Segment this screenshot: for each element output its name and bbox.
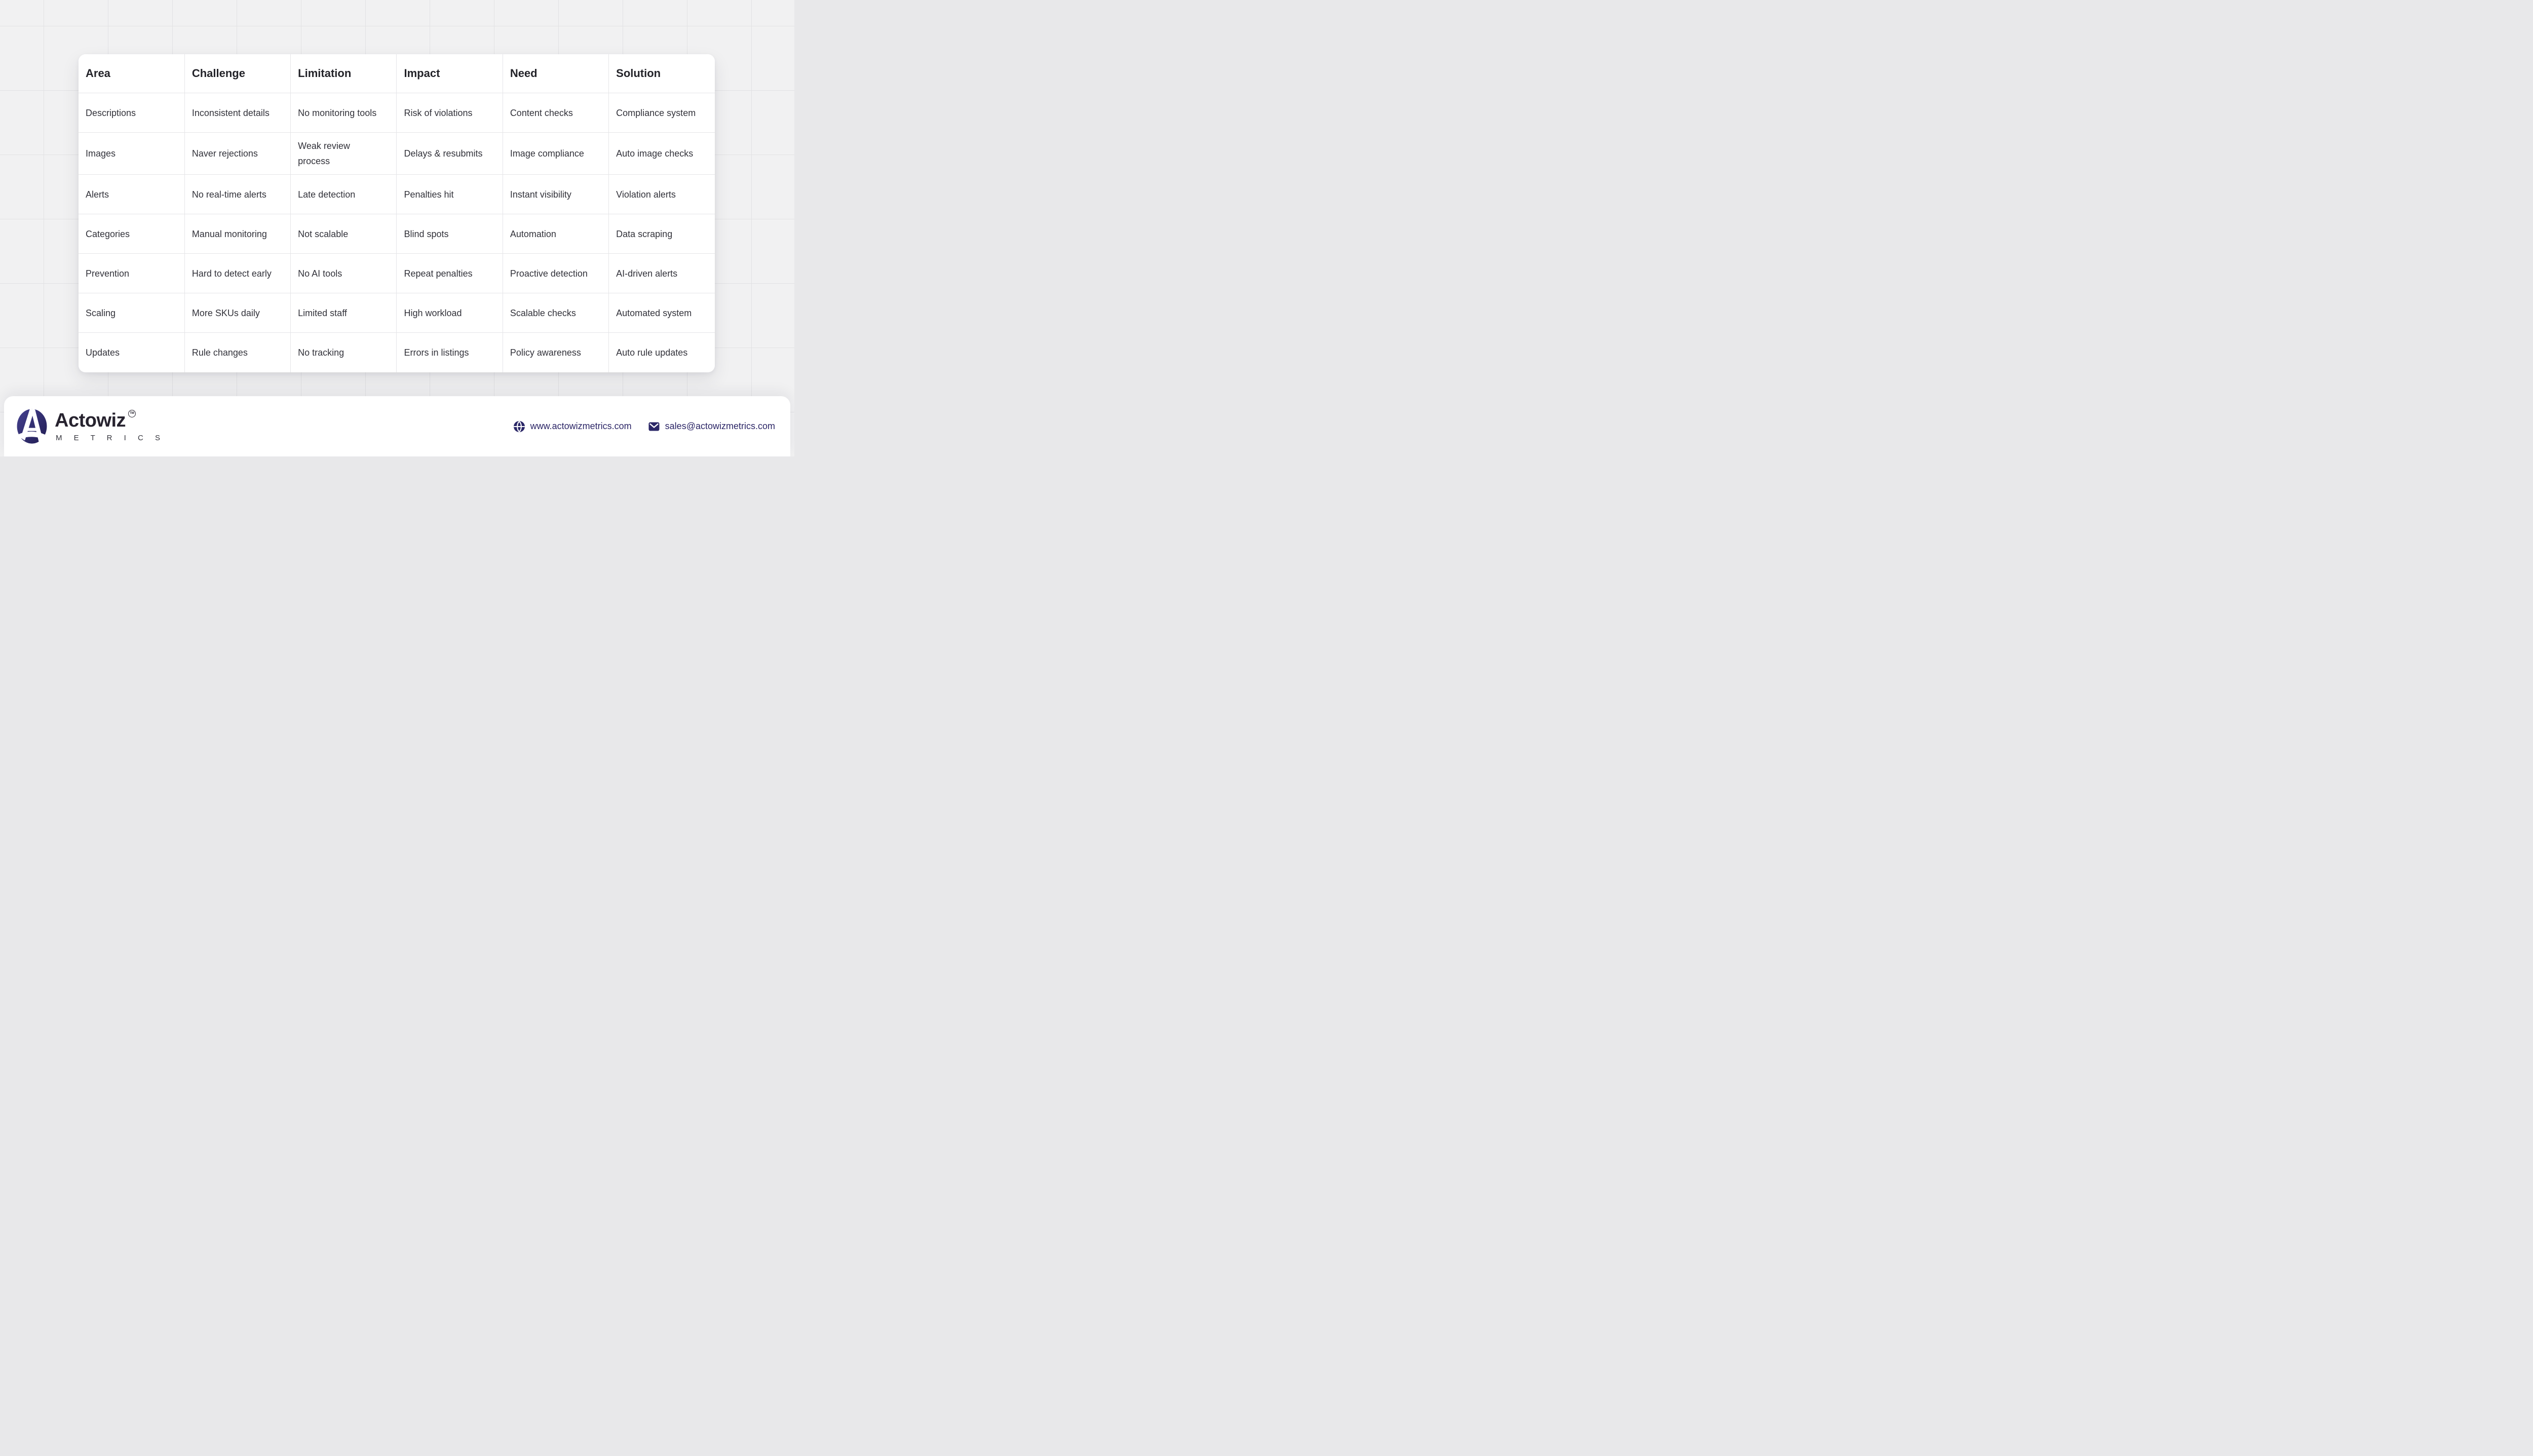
table-cell: Prevention bbox=[79, 253, 185, 294]
table-row-prevention: Prevention Hard to detect early No AI to… bbox=[79, 253, 715, 294]
column-header-challenge: Challenge bbox=[184, 54, 291, 93]
table-cell: Automation bbox=[503, 214, 609, 254]
table-cell: Errors in listings bbox=[396, 332, 503, 372]
table-cell: AI-driven alerts bbox=[608, 253, 715, 294]
table-row-scaling: Scaling More SKUs daily Limited staff Hi… bbox=[79, 293, 715, 333]
brand-name: Actowiz bbox=[55, 409, 126, 431]
table-cell: More SKUs daily bbox=[184, 293, 291, 333]
table-cell: No tracking bbox=[290, 332, 397, 372]
table-cell: Naver rejections bbox=[184, 132, 291, 175]
mail-icon bbox=[648, 422, 660, 431]
table-cell: Inconsistent details bbox=[184, 93, 291, 133]
column-header-need: Need bbox=[503, 54, 609, 93]
table-cell: Limited staff bbox=[290, 293, 397, 333]
table-row-updates: Updates Rule changes No tracking Errors … bbox=[79, 332, 715, 372]
table-cell: Image compliance bbox=[503, 132, 609, 175]
actowiz-logo: Actowiz TM M E T R I C S bbox=[16, 408, 165, 445]
table-cell: Blind spots bbox=[396, 214, 503, 254]
table-row-descriptions: Descriptions Inconsistent details No mon… bbox=[79, 93, 715, 133]
brand-tagline: M E T R I C S bbox=[56, 433, 165, 442]
table-cell: Content checks bbox=[503, 93, 609, 133]
table-cell: Proactive detection bbox=[503, 253, 609, 294]
table-cell: Descriptions bbox=[79, 93, 185, 133]
table-cell: Hard to detect early bbox=[184, 253, 291, 294]
website-link[interactable]: www.actowizmetrics.com bbox=[513, 420, 632, 433]
table-cell: Violation alerts bbox=[608, 174, 715, 215]
column-header-area: Area bbox=[79, 54, 185, 93]
table-cell: Risk of violations bbox=[396, 93, 503, 133]
table-cell: Categories bbox=[79, 214, 185, 254]
table-cell: Images bbox=[79, 132, 185, 175]
comparison-table-card: Area Challenge Limitation Impact Need So… bbox=[79, 54, 715, 372]
table-cell: Rule changes bbox=[184, 332, 291, 372]
table-cell: Scalable checks bbox=[503, 293, 609, 333]
table-cell: Automated system bbox=[608, 293, 715, 333]
table-row-categories: Categories Manual monitoring Not scalabl… bbox=[79, 214, 715, 254]
table-cell: Updates bbox=[79, 332, 185, 372]
brand-text-block: Actowiz TM M E T R I C S bbox=[55, 409, 165, 442]
infographic-canvas: Area Challenge Limitation Impact Need So… bbox=[0, 0, 794, 456]
table-cell: Scaling bbox=[79, 293, 185, 333]
table-cell: Repeat penalties bbox=[396, 253, 503, 294]
table-cell: Alerts bbox=[79, 174, 185, 215]
table-cell: Manual monitoring bbox=[184, 214, 291, 254]
email-link-label: sales@actowizmetrics.com bbox=[665, 421, 775, 431]
table-row-images: Images Naver rejections Weak review proc… bbox=[79, 132, 715, 175]
table-cell: No AI tools bbox=[290, 253, 397, 294]
table-cell: Auto image checks bbox=[608, 132, 715, 175]
footer-bar: Actowiz TM M E T R I C S www.actowizmetr… bbox=[4, 396, 790, 456]
table-row-alerts: Alerts No real-time alerts Late detectio… bbox=[79, 174, 715, 215]
table-cell: No monitoring tools bbox=[290, 93, 397, 133]
email-link[interactable]: sales@actowizmetrics.com bbox=[648, 420, 775, 433]
footer-contacts: www.actowizmetrics.com sales@actowizmetr… bbox=[513, 420, 775, 433]
comparison-table: Area Challenge Limitation Impact Need So… bbox=[79, 54, 715, 372]
table-cell: Compliance system bbox=[608, 93, 715, 133]
column-header-limitation: Limitation bbox=[290, 54, 397, 93]
table-cell: No real-time alerts bbox=[184, 174, 291, 215]
trademark-badge: TM bbox=[128, 409, 136, 417]
column-header-impact: Impact bbox=[396, 54, 503, 93]
table-header-row: Area Challenge Limitation Impact Need So… bbox=[79, 54, 715, 93]
table-cell: Auto rule updates bbox=[608, 332, 715, 372]
table-cell: Penalties hit bbox=[396, 174, 503, 215]
globe-icon bbox=[513, 420, 525, 432]
table-cell: Delays & resubmits bbox=[396, 132, 503, 175]
table-cell: Late detection bbox=[290, 174, 397, 215]
table-cell: Not scalable bbox=[290, 214, 397, 254]
column-header-solution: Solution bbox=[608, 54, 715, 93]
table-cell: Weak review process bbox=[290, 132, 397, 175]
table-cell: Instant visibility bbox=[503, 174, 609, 215]
table-cell: Policy awareness bbox=[503, 332, 609, 372]
actowiz-brand-mark-icon bbox=[17, 408, 47, 444]
table-cell: Data scraping bbox=[608, 214, 715, 254]
table-cell: High workload bbox=[396, 293, 503, 333]
website-link-label: www.actowizmetrics.com bbox=[530, 421, 632, 431]
